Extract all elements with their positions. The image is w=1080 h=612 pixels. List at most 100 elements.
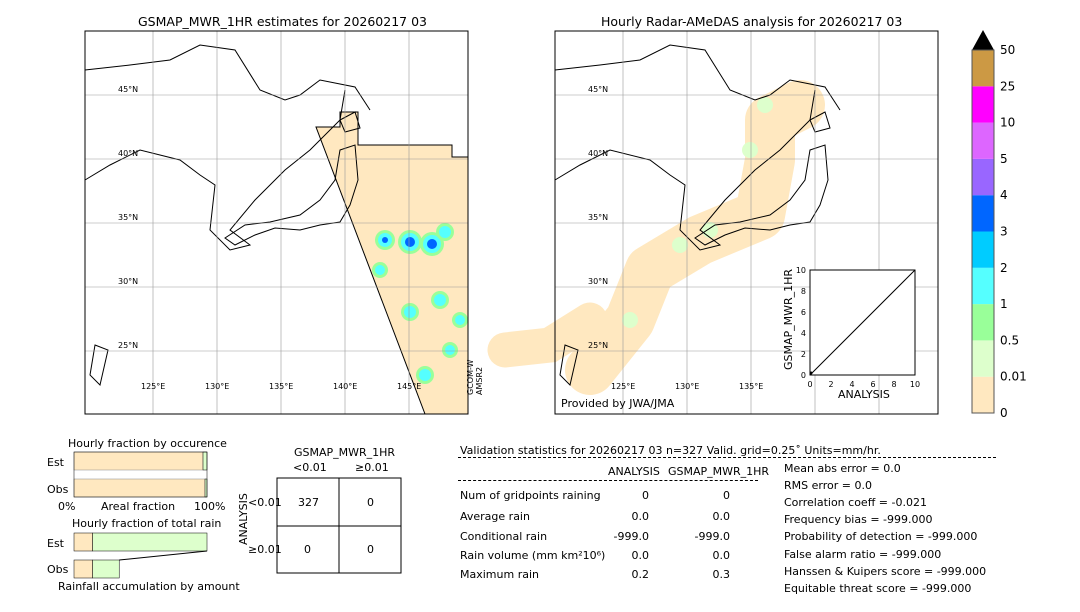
japan-coastline [694, 144, 829, 246]
rain-obs-label: Obs [47, 563, 69, 576]
occ-xlabel: Areal fraction [101, 500, 176, 513]
stats-label-cell: Maximum rain [460, 568, 539, 581]
colorbar-segment [972, 231, 994, 268]
stats-col-gsmap: GSMAP_MWR_1HR [668, 465, 770, 478]
colorbar-segment [972, 122, 994, 159]
stats-header: Validation statistics for 20260217 03 n=… [460, 444, 881, 457]
bar-segment [73, 478, 206, 498]
coastline [84, 44, 371, 111]
bar-segment [73, 559, 93, 579]
lat-label: 25°N [118, 341, 138, 350]
rain-area [742, 142, 758, 158]
divider [458, 480, 758, 481]
cell-01: 0 [367, 496, 374, 509]
stats-g-cell: -999.0 [694, 530, 730, 543]
occ-est-label: Est [47, 456, 64, 469]
taiwan-coastline [89, 344, 109, 386]
colorbar-segment [972, 86, 994, 123]
stats-label-cell: Conditional rain [460, 530, 548, 543]
lat-label: 30°N [588, 277, 608, 286]
colorbar-segment [972, 50, 994, 87]
colorbar-segment [972, 158, 994, 196]
stats-a-cell: 0.2 [631, 568, 650, 581]
lon-label: 130°E [205, 382, 229, 391]
bar-segment [202, 451, 208, 471]
score-line: Probability of detection = -999.000 [784, 530, 978, 544]
row-header-lt: <0.01 [248, 496, 282, 509]
lon-label: 135°E [739, 382, 763, 391]
colorbar-frame [971, 49, 995, 414]
score-line: Frequency bias = -999.000 [784, 513, 933, 527]
cell-00: 327 [298, 496, 319, 509]
x-tick-label: 4 [849, 380, 854, 389]
contingency-title: GSMAP_MWR_1HR [294, 446, 396, 459]
stats-a-cell: 0.0 [631, 549, 650, 562]
lat-label: 25°N [588, 341, 608, 350]
lat-label: 30°N [118, 277, 138, 286]
colorbar-tick-label: 2 [1000, 261, 1008, 275]
occ-tick-0: 0% [58, 500, 76, 513]
lon-label: 140°E [333, 382, 357, 391]
colorbar-extend-arrow [972, 30, 994, 50]
score-line: Equitable threat score = -999.000 [784, 581, 972, 595]
stats-label-cell: Num of gridpoints raining [460, 489, 601, 502]
rain-area [382, 237, 388, 243]
rain-area [419, 369, 431, 381]
x-tick-label: 2 [828, 380, 833, 389]
score-line: Mean abs error = 0.0 [784, 462, 901, 475]
map-frame [84, 30, 469, 415]
colorbar-tick-label: 0.5 [1000, 333, 1019, 347]
row-header-ge: ≥0.01 [248, 543, 282, 556]
lon-label: 130°E [675, 382, 699, 391]
lon-label: 125°E [611, 382, 635, 391]
hokkaido-coastline [809, 111, 831, 133]
x-tick-label: 8 [891, 380, 896, 389]
score-line: Hanssen & Kuipers score = -999.000 [784, 564, 987, 578]
connector-line [119, 550, 208, 561]
rain-area [672, 237, 688, 253]
scatter-xlabel: ANALYSIS [838, 388, 890, 401]
right-map-title: Hourly Radar-AMeDAS analysis for 2026021… [601, 14, 903, 29]
lon-label: 125°E [141, 382, 165, 391]
lon-label: 145°E [397, 382, 421, 391]
rain-area [439, 226, 451, 238]
stats-a-cell: -999.0 [613, 530, 649, 543]
bar-segment [73, 451, 204, 471]
divider [458, 457, 996, 458]
japan-coastline [224, 144, 359, 246]
occurrence-title: Hourly fraction by occurence [68, 437, 227, 450]
colorbar-tick-label: 3 [1000, 225, 1008, 239]
rain-area [427, 239, 437, 249]
colorbar-tick-label: 10 [1000, 116, 1015, 130]
rain-area [375, 265, 385, 275]
rain-est-label: Est [47, 537, 64, 550]
colorbar-segment [972, 195, 994, 232]
rain-area [622, 312, 638, 328]
stats-g-cell: 0.3 [712, 568, 731, 581]
rain-area [455, 315, 465, 325]
lat-label: 35°N [118, 213, 138, 222]
diagonal-line [809, 269, 916, 376]
y-tick-label: 6 [801, 308, 806, 317]
y-tick-label: 8 [801, 287, 806, 296]
colorbar-tick-label: 4 [1000, 188, 1008, 202]
colorbar-tick-label: 25 [1000, 79, 1015, 93]
y-tick-label: 4 [801, 329, 806, 338]
x-tick-label: 10 [910, 380, 920, 389]
scatter-ylabel: GSMAP_MWR_1HR [782, 268, 795, 370]
col-header-ge: ≥0.01 [355, 461, 389, 474]
stats-g-cell: 0.0 [712, 510, 731, 523]
y-tick-label: 0 [801, 371, 806, 380]
coastline [554, 44, 841, 111]
lat-label: 40°N [118, 149, 138, 158]
cell-10: 0 [304, 543, 311, 556]
rain-area [405, 237, 415, 247]
left-map-title: GSMAP_MWR_1HR estimates for 20260217 03 [138, 14, 427, 29]
coastline [84, 89, 346, 251]
cell-11: 0 [367, 543, 374, 556]
col-header-lt: <0.01 [293, 461, 327, 474]
stats-label-cell: Average rain [460, 510, 530, 523]
bar-frame [73, 451, 208, 498]
rain-xlabel: Rainfall accumulation by amount [58, 580, 240, 593]
